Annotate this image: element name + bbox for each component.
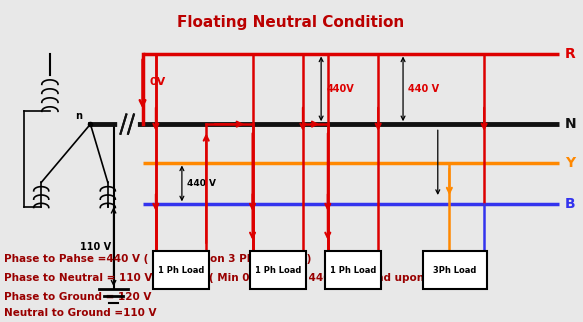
Text: 0V: 0V [149, 78, 166, 88]
FancyBboxPatch shape [153, 251, 209, 289]
Text: Phase to Neutral = 110 V to 330 V ( Min 0 V to Max 440 V Depend upon Load: Phase to Neutral = 110 V to 330 V ( Min … [3, 273, 456, 283]
Text: Neutral to Ground =110 V: Neutral to Ground =110 V [3, 308, 156, 318]
Text: 110 V: 110 V [79, 242, 111, 252]
FancyBboxPatch shape [423, 251, 487, 289]
Text: 440 V: 440 V [408, 84, 439, 94]
Text: 440V: 440V [327, 84, 354, 94]
Text: Floating Neutral Condition: Floating Neutral Condition [177, 15, 404, 30]
Text: B: B [565, 197, 576, 211]
Text: Phase to Pahse =440 V ( No effect on 3 Phase Load): Phase to Pahse =440 V ( No effect on 3 P… [3, 254, 311, 264]
Text: Y: Y [565, 156, 575, 170]
Text: 1 Ph Load: 1 Ph Load [330, 266, 376, 275]
Text: 1 Ph Load: 1 Ph Load [158, 266, 204, 275]
Text: Phase to Ground = 120 V: Phase to Ground = 120 V [3, 292, 151, 302]
Text: n: n [75, 111, 82, 121]
FancyBboxPatch shape [250, 251, 306, 289]
Text: 440 V: 440 V [187, 179, 216, 188]
FancyBboxPatch shape [325, 251, 381, 289]
Text: 1 Ph Load: 1 Ph Load [255, 266, 301, 275]
Text: R: R [565, 47, 576, 61]
Text: 3Ph Load: 3Ph Load [434, 266, 477, 275]
Text: N: N [565, 117, 577, 131]
